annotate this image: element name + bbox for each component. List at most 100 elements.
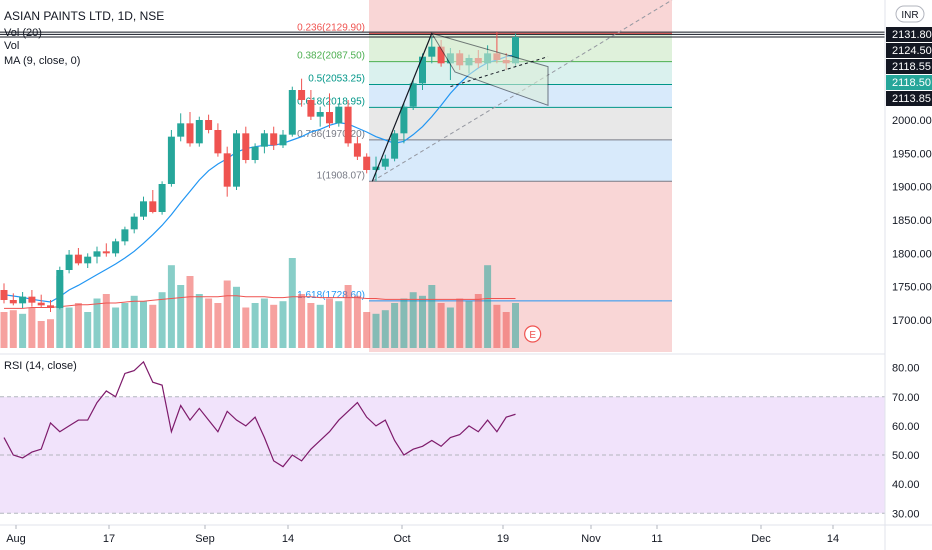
volume-bar xyxy=(214,303,222,348)
time-tick-label: 19 xyxy=(497,533,509,545)
candle xyxy=(93,246,101,264)
candle-body xyxy=(372,166,380,170)
price-tag-bg xyxy=(886,59,932,74)
candle xyxy=(19,292,27,308)
volume-bar xyxy=(437,303,445,348)
candle-body xyxy=(381,158,389,167)
candle-body xyxy=(28,296,36,303)
candle xyxy=(149,190,157,214)
candle-body xyxy=(298,90,306,100)
fib-label-1.618: 1.618(1728.60) xyxy=(297,290,365,301)
candle-body xyxy=(205,120,213,130)
candle-body xyxy=(149,201,157,212)
price-tag: 2118.50 xyxy=(886,75,932,90)
rsi-pane xyxy=(0,353,885,514)
candle xyxy=(74,248,82,266)
time-tick-label: 14 xyxy=(282,533,294,545)
volume-bar xyxy=(158,292,166,348)
candle-body xyxy=(391,133,399,159)
candle xyxy=(381,154,389,170)
candle-body xyxy=(242,133,250,160)
fib-label-0.786: 0.786(1970.20) xyxy=(297,129,365,140)
time-tick-label: Oct xyxy=(393,533,410,545)
candle xyxy=(326,93,333,128)
candle-body xyxy=(65,254,73,270)
rsi-tick-label: 70.00 xyxy=(892,392,920,404)
candle-body xyxy=(9,300,17,304)
moving-average xyxy=(3,54,516,303)
vol-label: Vol xyxy=(4,40,19,52)
candle-body xyxy=(121,229,129,242)
volume-bar xyxy=(270,304,278,348)
candle xyxy=(307,90,315,120)
candle-body xyxy=(233,133,240,187)
price-tag-label: 2113.85 xyxy=(892,93,931,105)
volume-bar xyxy=(205,298,213,348)
price-tick-label: 2000.00 xyxy=(892,115,932,127)
volume-bar xyxy=(167,265,175,348)
candle xyxy=(344,100,352,147)
volume-bar xyxy=(74,303,82,348)
earnings-label: E xyxy=(529,330,536,341)
candle xyxy=(400,103,408,144)
candle-body xyxy=(409,83,417,107)
volume-bar xyxy=(65,307,73,348)
fib-label-1: 1(1908.07) xyxy=(317,170,365,181)
candle-body xyxy=(167,136,175,184)
candle xyxy=(288,86,296,137)
candle-body xyxy=(130,216,138,230)
price-tick-label: 1950.00 xyxy=(892,148,932,160)
candle-body xyxy=(316,112,324,117)
volume-bar xyxy=(56,276,64,348)
candle xyxy=(242,126,250,164)
volume-bar xyxy=(474,294,482,348)
volume-bar xyxy=(279,301,287,348)
volume-bar xyxy=(251,303,259,348)
time-tick-label: 14 xyxy=(827,533,839,545)
volume-bar xyxy=(493,304,501,348)
candle xyxy=(391,130,399,162)
candle-body xyxy=(353,143,361,157)
fib-zone-1 xyxy=(369,181,672,301)
candle xyxy=(112,238,120,257)
candle xyxy=(9,293,17,306)
volume-bar xyxy=(19,313,27,348)
candle xyxy=(251,143,259,164)
volume-bar xyxy=(372,313,380,348)
volume-bar xyxy=(93,298,101,348)
currency-badge[interactable]: INR xyxy=(895,5,925,23)
volume-bar xyxy=(298,294,306,348)
time-tick-label: Nov xyxy=(581,533,601,545)
channel xyxy=(430,32,549,107)
volume-bar xyxy=(186,276,194,348)
candle xyxy=(260,130,268,154)
trend-line-up xyxy=(371,33,433,182)
candle-body xyxy=(0,290,8,300)
candle xyxy=(140,196,147,220)
candle xyxy=(372,156,380,182)
volume-bar xyxy=(84,312,92,348)
candle-body xyxy=(335,106,343,124)
candle-body xyxy=(288,90,296,135)
candle-body xyxy=(84,256,92,264)
volume-bar xyxy=(446,307,454,348)
volume-bar xyxy=(465,301,473,348)
volume-bar xyxy=(363,312,371,348)
fib-label-0.618: 0.618(2018.95) xyxy=(297,96,365,107)
candle-body xyxy=(74,254,82,264)
candle xyxy=(353,136,361,160)
volume-bar xyxy=(195,294,203,348)
fib-zone-0.786 xyxy=(369,139,672,182)
candle xyxy=(47,300,54,312)
candle-body xyxy=(112,241,120,254)
candle xyxy=(298,78,306,107)
candle-body xyxy=(512,37,519,64)
vol-indicator-label: Vol (20) xyxy=(4,27,42,39)
volume-bar xyxy=(409,292,417,348)
volume-bar xyxy=(102,294,110,348)
volume-bar xyxy=(428,285,436,348)
volume-bar xyxy=(140,301,147,348)
candle xyxy=(270,126,278,150)
candle xyxy=(195,116,203,147)
price-tag-bg xyxy=(886,91,932,106)
